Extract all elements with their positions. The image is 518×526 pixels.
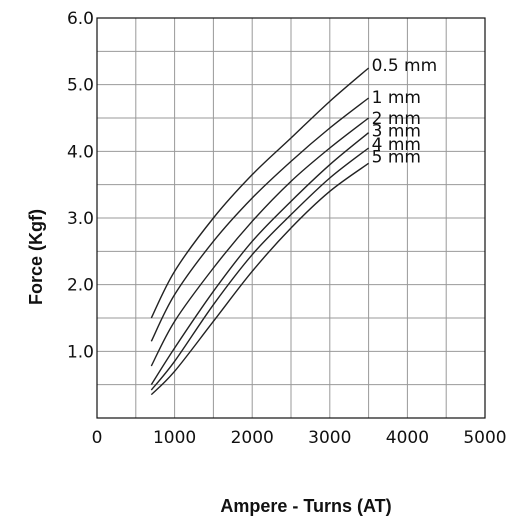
series-label: 3 mm [372,122,421,142]
x-tick-label: 4000 [386,428,429,448]
series-label: 0.5 mm [372,56,438,76]
series-label: 1 mm [372,88,421,108]
series-label: 2 mm [372,109,421,129]
plot-frame [96,17,486,419]
y-axis-ticks: 1.0 2.0 3.0 4.0 5.0 6.0 [67,9,94,362]
x-tick-label: 1000 [153,428,196,448]
series-line [150,132,370,386]
series-line [150,117,370,367]
series-labels: 0.5 mm 1 mm2 mm3 mm4 mm5 mm [372,56,438,167]
series-lines [150,67,370,396]
series-line [150,97,370,342]
y-tick-label: 5.0 [67,76,94,96]
y-tick-label: 4.0 [67,142,94,162]
x-tick-label: 2000 [231,428,274,448]
x-tick-label: 5000 [463,428,506,448]
x-axis-title: Ampere - Turns (AT) [220,496,391,516]
series-label: 5 mm [372,147,421,167]
y-tick-label: 1.0 [67,342,94,362]
y-tick-label: 3.0 [67,209,94,229]
y-tick-label: 6.0 [67,9,94,29]
series-label: 4 mm [372,135,421,155]
series-line [150,162,370,396]
series-line [150,67,370,319]
y-tick-label: 2.0 [67,276,94,296]
y-axis-title: Force (Kgf) [26,209,46,305]
x-tick-label: 3000 [308,428,351,448]
x-axis-ticks: 0 1000 2000 3000 4000 5000 [92,428,507,448]
x-tick-label: 0 [92,428,103,448]
series-line [150,147,370,391]
